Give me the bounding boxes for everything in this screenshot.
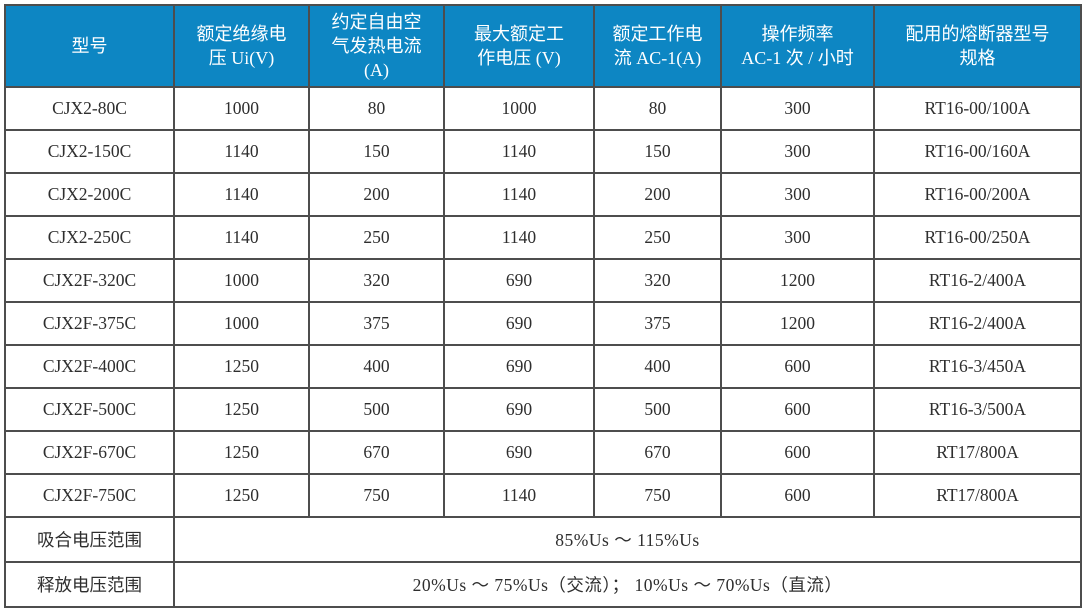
table-cell: 690 xyxy=(443,344,595,389)
table-cell: 375 xyxy=(593,301,722,346)
header-row: 型号 额定绝缘电 压 Ui(V) 约定自由空 气发热电流 (A) 最大额定工 作… xyxy=(4,4,1082,88)
table-cell: RT17/800A xyxy=(873,473,1082,518)
col-header-work-current: 额定工作电 流 AC-1(A) xyxy=(593,4,722,88)
table-cell: CJX2-250C xyxy=(4,215,175,260)
table-cell: 690 xyxy=(443,258,595,303)
table-footer: 吸合电压范围 85%Us ～ 115%Us 释放电压范围 20%Us ～ 75%… xyxy=(4,516,1082,608)
table-cell: 250 xyxy=(593,215,722,260)
row-label-release-voltage: 释放电压范围 xyxy=(4,561,175,608)
table-cell: 320 xyxy=(308,258,445,303)
table-cell: 670 xyxy=(308,430,445,475)
table-cell: 1140 xyxy=(443,215,595,260)
table-cell: CJX2F-750C xyxy=(4,473,175,518)
table-row: CJX2F-670C 1250 670 690 670 600 RT17/800A xyxy=(4,430,1082,475)
table-cell: 1250 xyxy=(173,387,310,432)
table-row: CJX2F-500C 1250 500 690 500 600 RT16-3/500A xyxy=(4,387,1082,432)
table-cell: RT16-3/450A xyxy=(873,344,1082,389)
table-cell: 80 xyxy=(593,86,722,131)
release-voltage-range-value: 20%Us ～ 75%Us（交流）； 10%Us ～ 70%Us（直流） xyxy=(173,561,1082,608)
table-cell: RT16-00/160A xyxy=(873,129,1082,174)
table-cell: 80 xyxy=(308,86,445,131)
table-cell: 750 xyxy=(593,473,722,518)
table-cell: 1250 xyxy=(173,344,310,389)
table-cell: CJX2-150C xyxy=(4,129,175,174)
col-header-fuse-spec: 配用的熔断器型号 规格 xyxy=(873,4,1082,88)
col-header-model: 型号 xyxy=(4,4,175,88)
table-cell: CJX2F-320C xyxy=(4,258,175,303)
table-row: CJX2F-750C 1250 750 1140 750 600 RT17/800A xyxy=(4,473,1082,518)
table-cell: RT16-00/100A xyxy=(873,86,1082,131)
table-cell: 300 xyxy=(720,172,875,217)
table-cell: 690 xyxy=(443,387,595,432)
table-cell: CJX2F-400C xyxy=(4,344,175,389)
table-cell: 300 xyxy=(720,129,875,174)
contactor-spec-table: 型号 额定绝缘电 压 Ui(V) 约定自由空 气发热电流 (A) 最大额定工 作… xyxy=(4,4,1082,608)
table-cell: CJX2-200C xyxy=(4,172,175,217)
table-cell: RT16-00/200A xyxy=(873,172,1082,217)
table-cell: 1000 xyxy=(173,86,310,131)
table-cell: 600 xyxy=(720,344,875,389)
table-cell: 1250 xyxy=(173,430,310,475)
table-cell: CJX2F-670C xyxy=(4,430,175,475)
table-cell: RT16-2/400A xyxy=(873,258,1082,303)
table-cell: 500 xyxy=(308,387,445,432)
table-cell: 750 xyxy=(308,473,445,518)
table-cell: 690 xyxy=(443,301,595,346)
table-cell: 1140 xyxy=(173,215,310,260)
footer-row-release-voltage: 释放电压范围 20%Us ～ 75%Us（交流）； 10%Us ～ 70%Us（… xyxy=(4,561,1082,608)
table-cell: 1200 xyxy=(720,258,875,303)
table-row: CJX2-250C 1140 250 1140 250 300 RT16-00/250A xyxy=(4,215,1082,260)
table-cell: RT16-00/250A xyxy=(873,215,1082,260)
table-cell: 670 xyxy=(593,430,722,475)
table-cell: 1000 xyxy=(173,258,310,303)
table-cell: 690 xyxy=(443,430,595,475)
pickup-voltage-range-value: 85%Us ～ 115%Us xyxy=(173,516,1082,563)
table-cell: RT17/800A xyxy=(873,430,1082,475)
table-cell: 1140 xyxy=(443,172,595,217)
table-cell: 500 xyxy=(593,387,722,432)
table-cell: 300 xyxy=(720,86,875,131)
table-cell: 150 xyxy=(308,129,445,174)
row-label-pickup-voltage: 吸合电压范围 xyxy=(4,516,175,563)
table-cell: 600 xyxy=(720,473,875,518)
table-cell: 1200 xyxy=(720,301,875,346)
table-body: CJX2-80C 1000 80 1000 80 300 RT16-00/100A CJX2-… xyxy=(4,86,1082,518)
table-row: CJX2-200C 1140 200 1140 200 300 RT16-00/200A xyxy=(4,172,1082,217)
col-header-thermal-current: 约定自由空 气发热电流 (A) xyxy=(308,4,445,88)
table-cell: 300 xyxy=(720,215,875,260)
table-row: CJX2-150C 1140 150 1140 150 300 RT16-00/160A xyxy=(4,129,1082,174)
table-cell: 1000 xyxy=(173,301,310,346)
table-header: 型号 额定绝缘电 压 Ui(V) 约定自由空 气发热电流 (A) 最大额定工 作… xyxy=(4,4,1082,88)
table-cell: 1140 xyxy=(443,129,595,174)
table-cell: RT16-2/400A xyxy=(873,301,1082,346)
table-cell: 600 xyxy=(720,430,875,475)
table-row: CJX2F-320C 1000 320 690 320 1200 RT16-2/400A xyxy=(4,258,1082,303)
table-row: CJX2F-375C 1000 375 690 375 1200 RT16-2/400A xyxy=(4,301,1082,346)
col-header-max-work-volt: 最大额定工 作电压 (V) xyxy=(443,4,595,88)
table-cell: 1140 xyxy=(173,172,310,217)
table-cell: 1140 xyxy=(173,129,310,174)
table-cell: 400 xyxy=(593,344,722,389)
table-cell: 1000 xyxy=(443,86,595,131)
col-header-insulation-volt: 额定绝缘电 压 Ui(V) xyxy=(173,4,310,88)
table-cell: CJX2-80C xyxy=(4,86,175,131)
table-cell: RT16-3/500A xyxy=(873,387,1082,432)
table-cell: 150 xyxy=(593,129,722,174)
table-cell: 200 xyxy=(593,172,722,217)
table-cell: 375 xyxy=(308,301,445,346)
table-cell: 400 xyxy=(308,344,445,389)
table-cell: 320 xyxy=(593,258,722,303)
table-row: CJX2F-400C 1250 400 690 400 600 RT16-3/450A xyxy=(4,344,1082,389)
table-cell: 1250 xyxy=(173,473,310,518)
table-cell: 250 xyxy=(308,215,445,260)
table-cell: 600 xyxy=(720,387,875,432)
table-row: CJX2-80C 1000 80 1000 80 300 RT16-00/100A xyxy=(4,86,1082,131)
footer-row-pickup-voltage: 吸合电压范围 85%Us ～ 115%Us xyxy=(4,516,1082,563)
table-cell: 200 xyxy=(308,172,445,217)
col-header-op-frequency: 操作频率 AC-1 次 / 小时 xyxy=(720,4,875,88)
table-cell: 1140 xyxy=(443,473,595,518)
table-cell: CJX2F-375C xyxy=(4,301,175,346)
table-cell: CJX2F-500C xyxy=(4,387,175,432)
